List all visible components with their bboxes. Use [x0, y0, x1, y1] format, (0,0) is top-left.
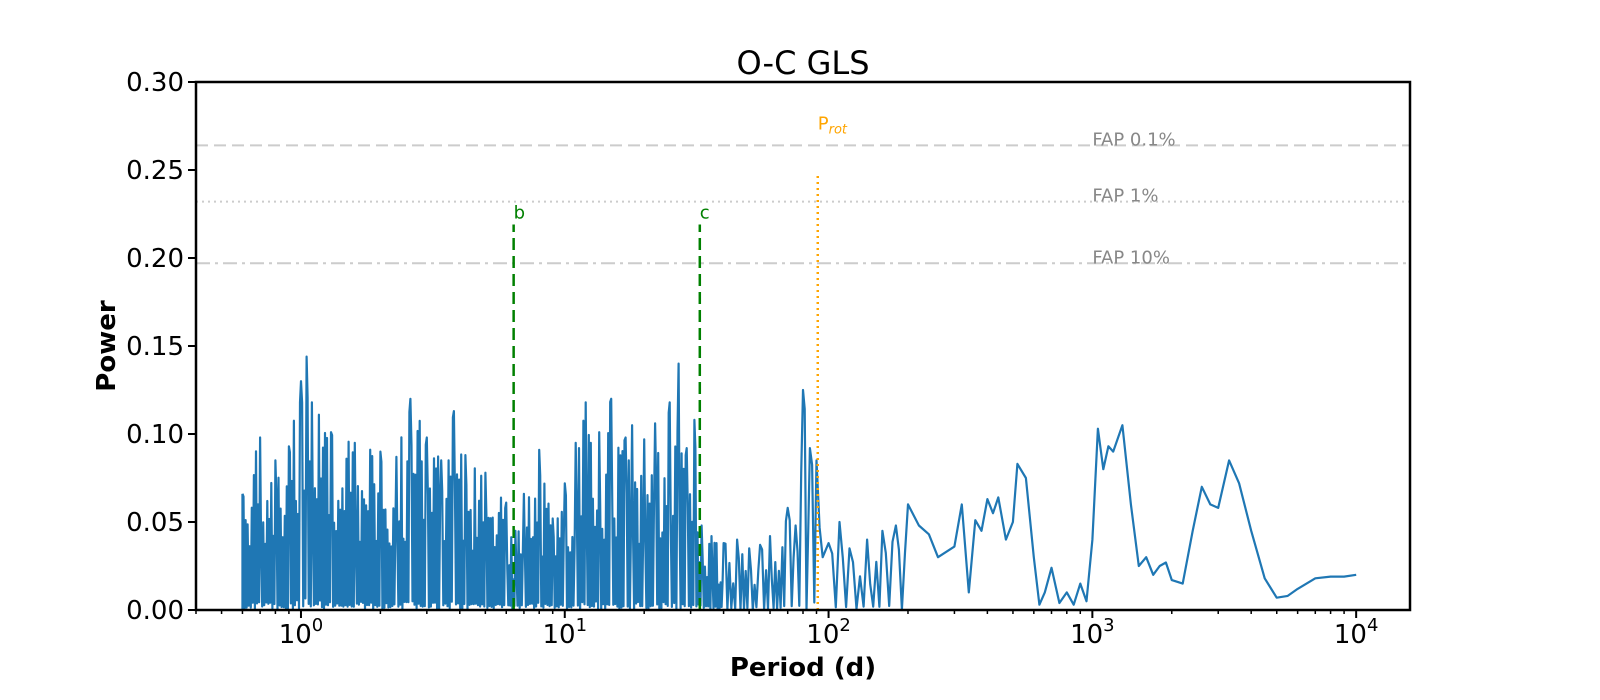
plot-area: FAP 0.1% FAP 1% FAP 10% b c Prot [196, 114, 1410, 611]
y-tick-label: 0.15 [126, 332, 184, 362]
marker-label-c: c [700, 203, 710, 224]
y-tick-label: 0.00 [126, 596, 184, 626]
y-tick-label: 0.25 [126, 156, 184, 186]
y-tick-label: 0.20 [126, 244, 184, 274]
fap-label: FAP 0.1% [1092, 129, 1175, 150]
fap-label: FAP 10% [1092, 247, 1170, 268]
marker-label-b: b [514, 203, 525, 224]
x-tick-label: 103 [1070, 615, 1115, 650]
x-tick-label: 101 [542, 615, 587, 650]
chart-title: O-C GLS [736, 44, 869, 82]
x-tick-label: 100 [279, 615, 324, 650]
x-axis-title: Period (d) [730, 653, 876, 683]
x-tick-label: 104 [1334, 615, 1379, 650]
axes: 0.00 0.05 0.10 0.15 0.20 0.25 0.30 100 101 102 103… [126, 68, 1378, 650]
y-tick-label: 0.10 [126, 420, 184, 450]
y-tick-label: 0.05 [126, 508, 184, 538]
marker-label-P: Prot [818, 114, 848, 138]
y-tick-label: 0.30 [126, 68, 184, 98]
periodogram-line [241, 355, 1357, 611]
x-tick-label: 102 [806, 615, 851, 650]
y-axis-title: Power [92, 300, 122, 392]
fap-label: FAP 1% [1092, 186, 1158, 207]
